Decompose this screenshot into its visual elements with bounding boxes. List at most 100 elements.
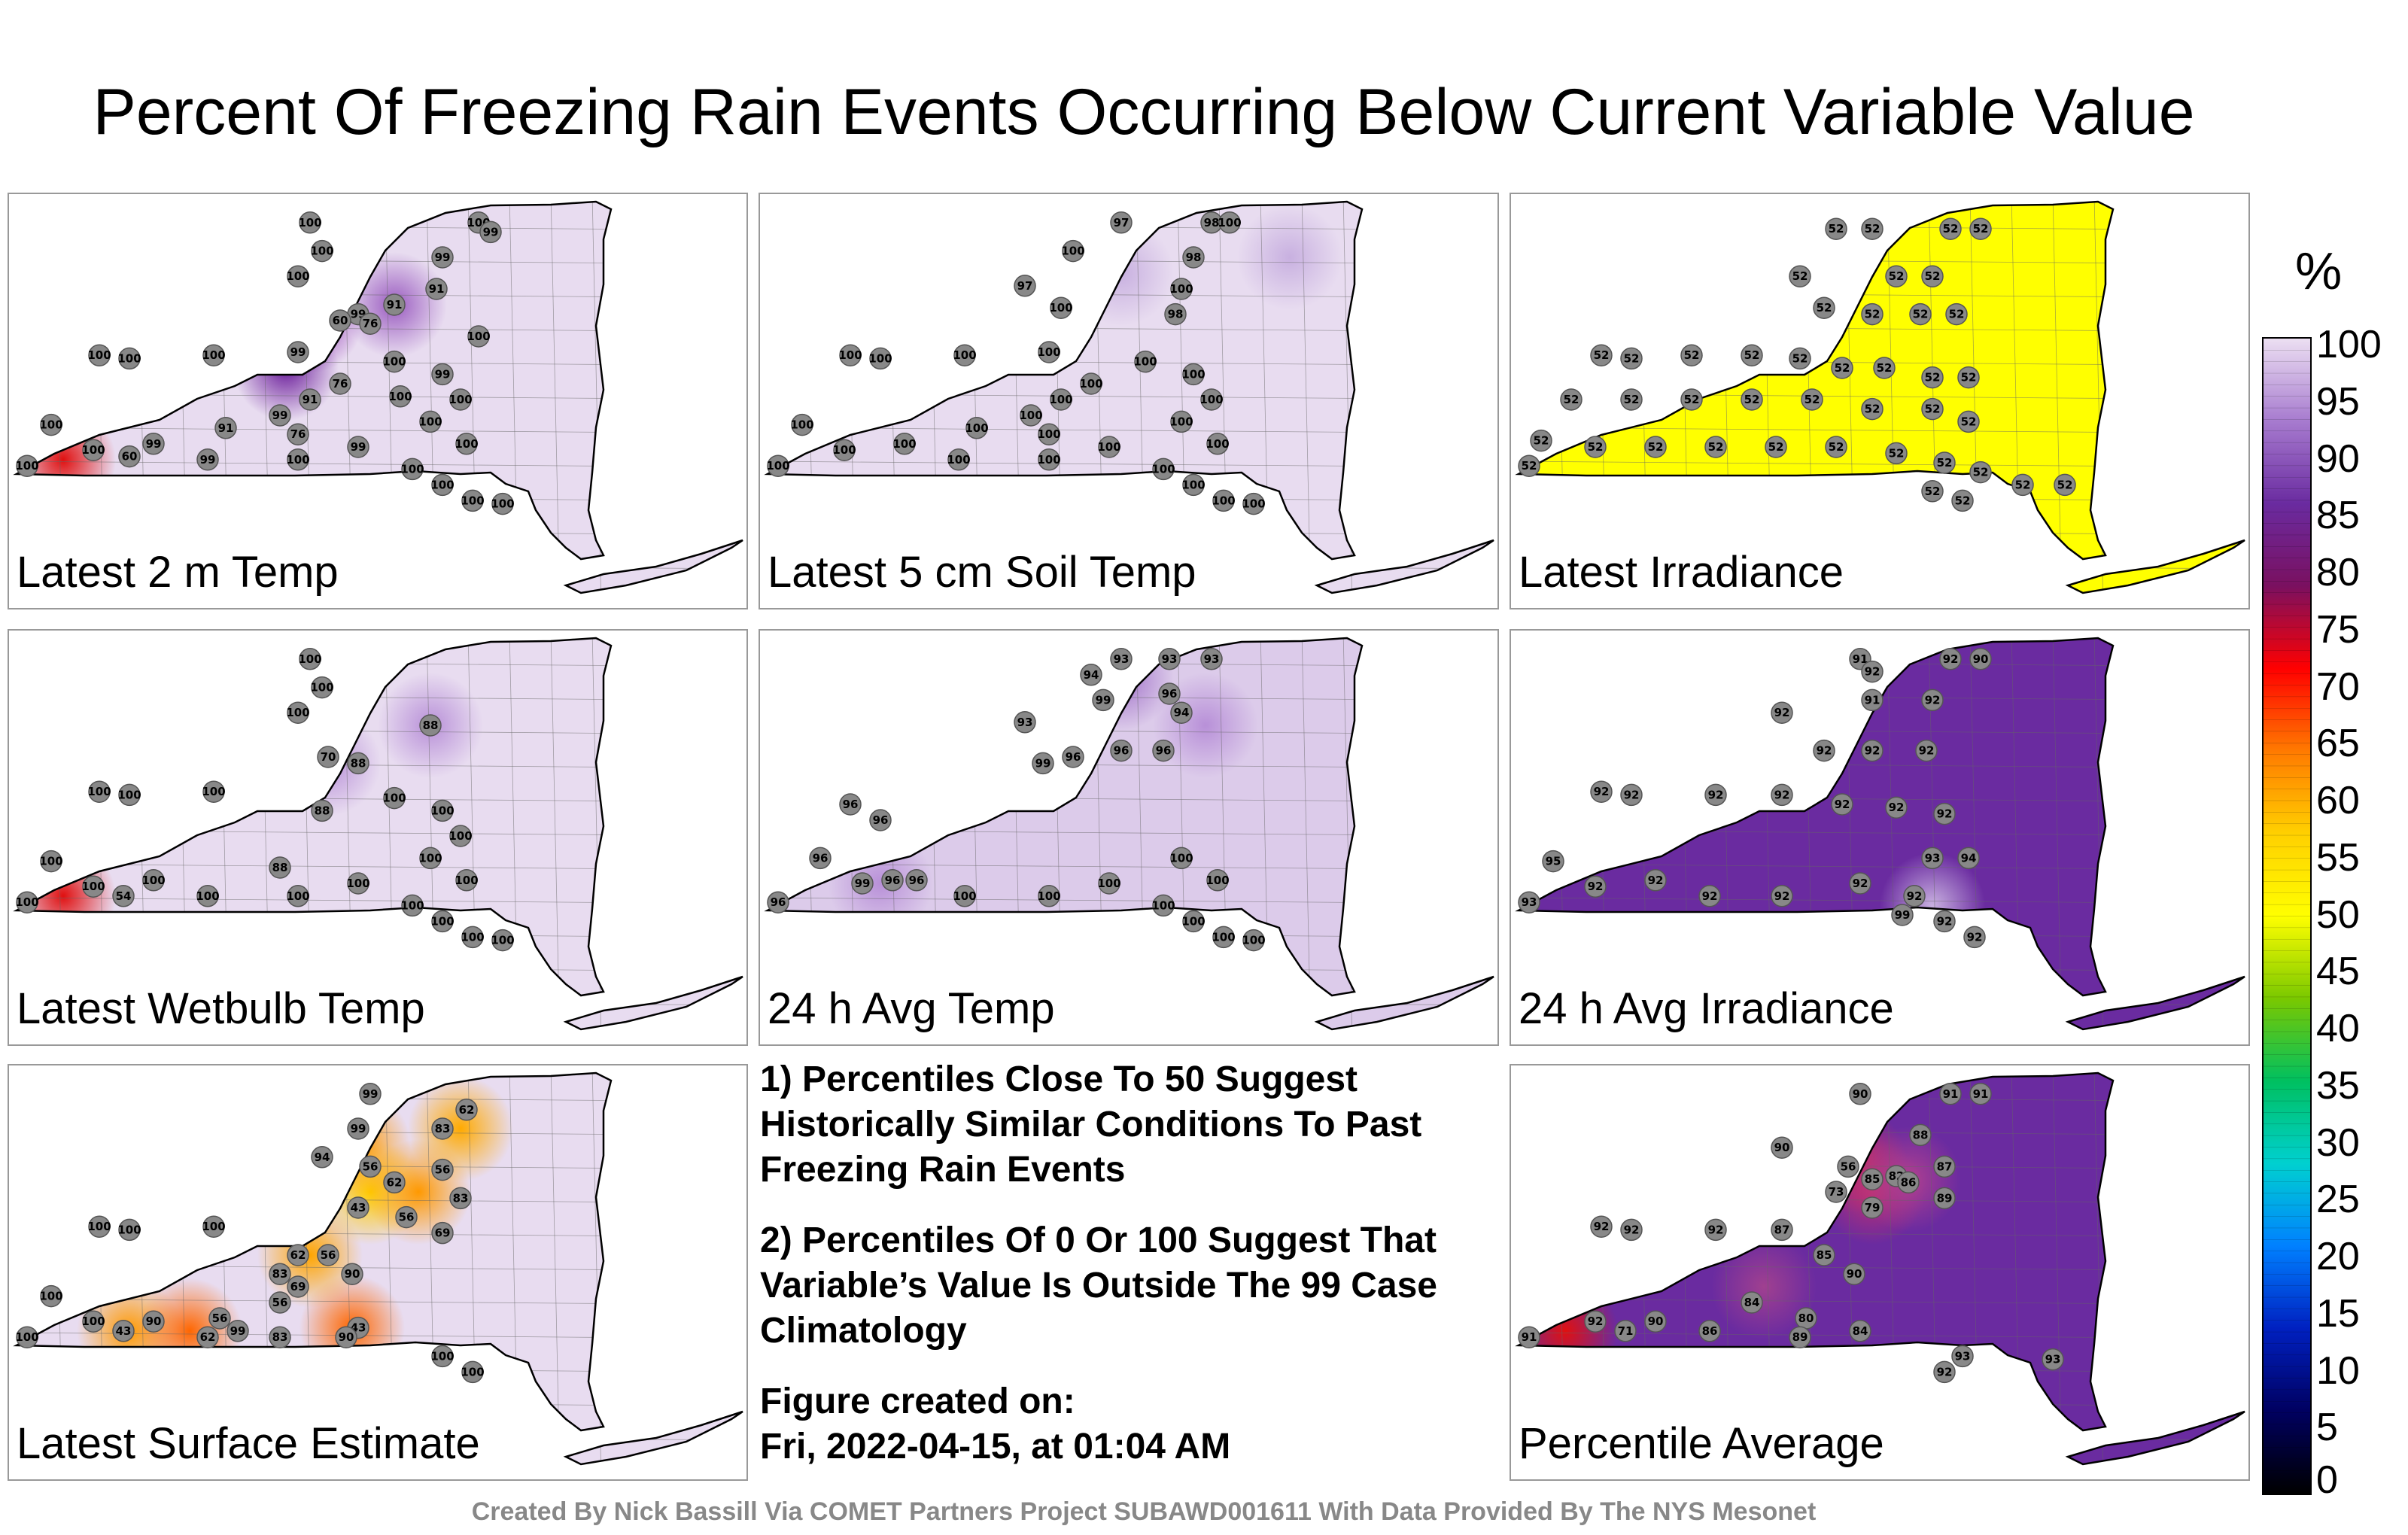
- station-marker: 100: [388, 385, 412, 408]
- station-value: 52: [1624, 351, 1640, 365]
- station-value: 52: [1684, 393, 1700, 406]
- station-value: 100: [1199, 393, 1223, 406]
- station-value: 100: [117, 788, 141, 801]
- station-marker: 92: [1813, 739, 1835, 762]
- station-marker: 69: [287, 1275, 309, 1298]
- station-value: 100: [1169, 851, 1193, 865]
- colorbar-tick-label: 50: [2316, 892, 2360, 937]
- station-value: 71: [1618, 1324, 1634, 1338]
- station-value: 56: [435, 1163, 451, 1177]
- station-value: 87: [1774, 1223, 1790, 1236]
- station-value: 90: [339, 1330, 354, 1344]
- station-marker: 96: [767, 891, 789, 913]
- created-label: Figure created on:: [760, 1382, 1075, 1421]
- station-value: 100: [965, 421, 988, 435]
- state-outline: [2065, 539, 2245, 594]
- station-value: 94: [1961, 851, 1977, 865]
- station-value: 90: [1774, 1141, 1790, 1154]
- station-marker: 100: [1181, 910, 1206, 933]
- station-value: 100: [832, 443, 856, 457]
- station-value: 94: [1084, 668, 1099, 682]
- station-marker: 52: [1873, 357, 1896, 379]
- station-marker: 100: [1206, 433, 1230, 455]
- station-marker: 88: [311, 799, 333, 822]
- station-value: 99: [290, 345, 306, 359]
- station-marker: 92: [1849, 872, 1871, 895]
- station-value: 90: [1648, 1315, 1664, 1328]
- station-marker: 96: [839, 793, 862, 816]
- station-value: 96: [813, 851, 829, 865]
- station-marker: 92: [1933, 1360, 1956, 1384]
- station-marker: 100: [310, 676, 334, 699]
- panel-label: 24 h Avg Irradiance: [1519, 984, 1894, 1033]
- station-marker: 88: [269, 856, 291, 879]
- station-value: 52: [1564, 393, 1579, 406]
- station-marker: 100: [868, 347, 892, 370]
- station-value: 52: [1835, 361, 1850, 375]
- station-marker: 93: [1518, 891, 1540, 913]
- station-value: 52: [1865, 403, 1880, 416]
- station-value: 96: [1156, 744, 1172, 758]
- station-value: 52: [1804, 393, 1820, 406]
- station-marker: 76: [329, 372, 351, 395]
- colorbar-tick-label: 5: [2316, 1406, 2338, 1450]
- station-marker: 100: [196, 885, 220, 907]
- station-marker: 100: [1206, 869, 1230, 892]
- station-value: 100: [1218, 216, 1241, 229]
- station-marker: 92: [1584, 875, 1607, 898]
- station-marker: 100: [286, 448, 310, 471]
- station-marker: 52: [1885, 265, 1908, 287]
- credit-line: Created By Nick Bassill Via COMET Partne…: [471, 1497, 1817, 1526]
- station-marker: 96: [809, 847, 832, 870]
- colorbar-tick-label: 20: [2316, 1235, 2360, 1278]
- station-value: 90: [345, 1267, 360, 1281]
- state-outline: [563, 975, 743, 1031]
- station-value: 100: [15, 1330, 38, 1344]
- station-marker: 90: [1969, 648, 1992, 670]
- station-marker: 100: [39, 850, 63, 873]
- station-value: 100: [310, 681, 333, 695]
- station-marker: 100: [1037, 423, 1061, 445]
- station-marker: 92: [1861, 660, 1884, 683]
- station-value: 96: [1162, 687, 1178, 701]
- station-marker: 85: [1813, 1244, 1835, 1266]
- station-value: 92: [1937, 1365, 1953, 1378]
- station-marker: 90: [142, 1310, 165, 1333]
- station-marker: 92: [1771, 783, 1793, 807]
- station-value: 93: [1522, 895, 1537, 909]
- station-marker: 98: [1164, 302, 1187, 326]
- station-value: 92: [1708, 788, 1724, 801]
- station-marker: 76: [287, 423, 309, 445]
- map-fill: [768, 638, 1494, 1029]
- state-map: 52 52 52 52 52 52 52 52 52 52 52 52 52 52 52 52 52 52 52 52…: [1515, 200, 2245, 594]
- station-marker: 87: [1771, 1218, 1793, 1242]
- station-value: 76: [333, 377, 348, 391]
- station-value: 54: [116, 889, 132, 903]
- state-outline: [1515, 637, 2115, 997]
- station-marker: 100: [418, 847, 442, 870]
- station-marker: 52: [2011, 473, 2034, 497]
- station-marker: 52: [1951, 489, 1974, 512]
- station-value: 100: [448, 829, 472, 843]
- station-marker: 100: [286, 265, 310, 287]
- station-value: 92: [1919, 744, 1935, 758]
- station-value: 100: [202, 785, 225, 798]
- station-value: 100: [491, 497, 514, 511]
- anomaly-blob: [1069, 220, 1174, 326]
- station-marker: 95: [1542, 850, 1564, 873]
- station-marker: 56: [395, 1205, 418, 1229]
- station-value: 56: [1841, 1160, 1856, 1173]
- station-value: 97: [1017, 279, 1033, 293]
- created-value: Fri, 2022-04-15, at 01:04 AM: [760, 1427, 1231, 1467]
- station-marker: 100: [15, 891, 39, 913]
- station-marker: 100: [1212, 926, 1236, 949]
- station-marker: 99: [431, 246, 454, 269]
- colorbar-tick-label: 95: [2316, 379, 2360, 424]
- station-value: 100: [448, 393, 472, 406]
- station-marker: 86: [1698, 1320, 1721, 1342]
- station-marker: 100: [1061, 239, 1085, 263]
- station-marker: 100: [117, 1218, 141, 1242]
- station-marker: 100: [766, 454, 790, 477]
- station-marker: 100: [81, 875, 105, 898]
- station-marker: 52: [1530, 429, 1552, 452]
